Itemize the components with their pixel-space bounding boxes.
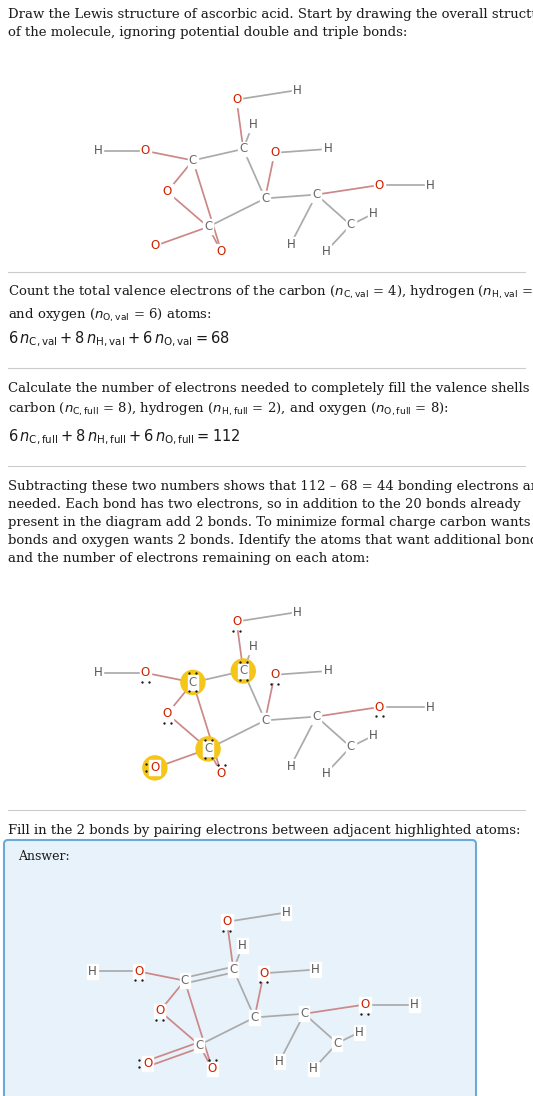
Text: H: H xyxy=(281,906,290,920)
Text: $6\,n_{\mathrm{C,val}} + 8\,n_{\mathrm{H,val}} + 6\,n_{\mathrm{O,val}} = 68$: $6\,n_{\mathrm{C,val}} + 8\,n_{\mathrm{H… xyxy=(8,330,230,350)
Text: O: O xyxy=(141,145,150,158)
Text: Draw the Lewis structure of ascorbic acid. Start by drawing the overall structur: Draw the Lewis structure of ascorbic aci… xyxy=(8,8,533,39)
Text: H: H xyxy=(311,963,320,977)
Text: O: O xyxy=(150,239,159,252)
Text: H: H xyxy=(369,207,378,220)
Text: H: H xyxy=(286,760,295,773)
Circle shape xyxy=(143,756,167,780)
Text: H: H xyxy=(286,238,295,251)
Text: Count the total valence electrons of the carbon ($n_{\mathrm{C,val}}$ = 4), hydr: Count the total valence electrons of the… xyxy=(8,284,533,324)
Text: O: O xyxy=(222,915,231,928)
Text: O: O xyxy=(141,666,150,680)
Text: O: O xyxy=(163,185,172,198)
Text: C: C xyxy=(204,742,212,755)
Text: C: C xyxy=(251,1011,259,1024)
Text: H: H xyxy=(238,939,247,952)
Text: H: H xyxy=(324,142,332,156)
Circle shape xyxy=(196,737,220,761)
Text: C: C xyxy=(189,676,197,689)
Text: Answer:: Answer: xyxy=(18,850,70,863)
Text: C: C xyxy=(181,974,189,987)
Text: C: C xyxy=(189,153,197,167)
Circle shape xyxy=(181,671,205,695)
Text: O: O xyxy=(150,762,159,775)
Text: O: O xyxy=(217,767,226,780)
Text: O: O xyxy=(375,179,384,192)
Text: C: C xyxy=(333,1037,342,1050)
Text: H: H xyxy=(321,246,330,258)
Text: H: H xyxy=(93,666,102,680)
Text: O: O xyxy=(270,146,279,159)
Text: C: C xyxy=(346,218,355,231)
Text: H: H xyxy=(355,1026,364,1039)
FancyBboxPatch shape xyxy=(4,840,476,1096)
Text: H: H xyxy=(426,179,435,192)
Text: O: O xyxy=(375,700,384,713)
Text: H: H xyxy=(248,117,257,130)
Text: Subtracting these two numbers shows that 112 – 68 = 44 bonding electrons are
nee: Subtracting these two numbers shows that… xyxy=(8,480,533,566)
Text: O: O xyxy=(217,246,226,258)
Text: H: H xyxy=(93,145,102,158)
Text: C: C xyxy=(195,1039,204,1051)
Text: C: C xyxy=(300,1007,309,1020)
Text: H: H xyxy=(309,1062,318,1075)
Circle shape xyxy=(231,659,255,683)
Text: O: O xyxy=(232,615,241,628)
Text: H: H xyxy=(275,1055,284,1069)
Text: C: C xyxy=(239,664,247,677)
Text: O: O xyxy=(360,998,369,1011)
Text: H: H xyxy=(324,664,332,677)
Text: C: C xyxy=(261,713,269,727)
Text: C: C xyxy=(346,741,355,754)
Text: H: H xyxy=(321,767,330,780)
Text: O: O xyxy=(163,707,172,720)
Text: O: O xyxy=(259,967,269,980)
Text: O: O xyxy=(208,1062,217,1075)
Text: C: C xyxy=(312,189,320,201)
Text: C: C xyxy=(204,220,212,233)
Text: C: C xyxy=(229,963,238,977)
Text: O: O xyxy=(155,1005,164,1017)
Text: H: H xyxy=(293,83,302,96)
Text: O: O xyxy=(270,669,279,682)
Text: O: O xyxy=(232,93,241,106)
Text: C: C xyxy=(312,710,320,723)
Text: Fill in the 2 bonds by pairing electrons between adjacent highlighted atoms:: Fill in the 2 bonds by pairing electrons… xyxy=(8,824,521,837)
Text: O: O xyxy=(143,1057,152,1070)
Text: H: H xyxy=(410,998,419,1011)
Text: H: H xyxy=(88,964,97,978)
Text: $6\,n_{\mathrm{C,full}} + 8\,n_{\mathrm{H,full}} + 6\,n_{\mathrm{O,full}} = 112$: $6\,n_{\mathrm{C,full}} + 8\,n_{\mathrm{… xyxy=(8,429,240,447)
Text: O: O xyxy=(134,964,143,978)
Text: Calculate the number of electrons needed to completely fill the valence shells f: Calculate the number of electrons needed… xyxy=(8,383,533,419)
Text: H: H xyxy=(293,606,302,618)
Text: H: H xyxy=(426,700,435,713)
Text: H: H xyxy=(248,640,257,653)
Text: C: C xyxy=(261,192,269,205)
Text: C: C xyxy=(239,142,247,156)
Text: H: H xyxy=(369,729,378,742)
